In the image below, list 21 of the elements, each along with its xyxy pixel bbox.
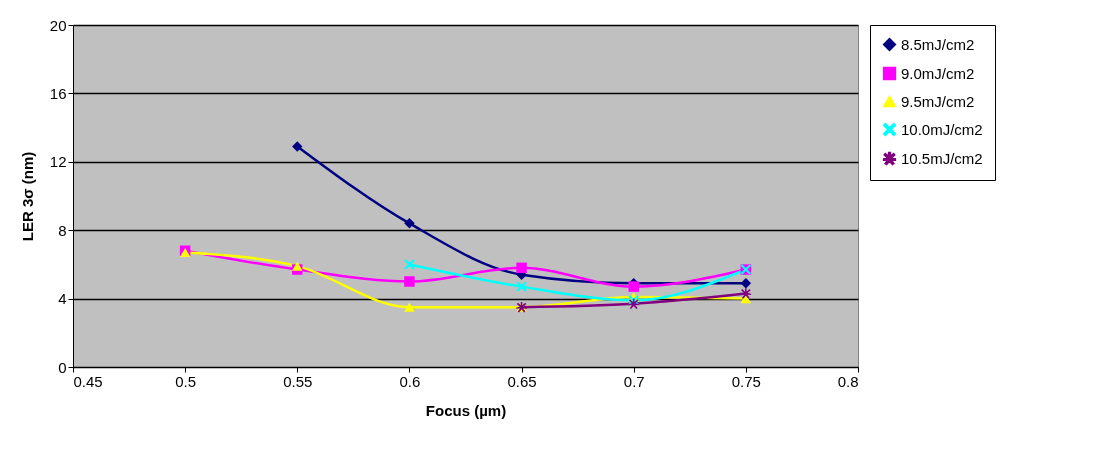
x-tick-label: 0.75 — [731, 372, 761, 390]
y-tick-label: 4 — [58, 290, 67, 308]
y-tick-label: 12 — [49, 153, 67, 171]
x-tick-label: 0.7 — [623, 372, 645, 390]
x-tick-label: 0.65 — [507, 372, 537, 390]
y-tick-label: 8 — [58, 221, 67, 239]
legend-label: 8.5mJ/cm2 — [901, 35, 975, 53]
y-axis-title: LER 3σ (nm) — [18, 151, 36, 242]
legend-label: 10.0mJ/cm2 — [901, 120, 983, 138]
x-tick-label: 0.8 — [837, 372, 859, 390]
y-tick-label: 16 — [49, 84, 67, 102]
y-tick-label: 20 — [49, 16, 67, 34]
y-tick-label: 0 — [58, 358, 67, 376]
x-tick-label: 0.6 — [399, 372, 421, 390]
legend-label: 9.5mJ/cm2 — [901, 92, 975, 110]
legend-label: 9.0mJ/cm2 — [901, 64, 975, 82]
x-tick-label: 0.45 — [73, 372, 103, 390]
x-tick-label: 0.55 — [283, 372, 313, 390]
legend-label: 10.5mJ/cm2 — [901, 149, 983, 167]
x-axis-title: Focus (µm) — [425, 401, 507, 419]
x-tick-label: 0.5 — [175, 372, 197, 390]
